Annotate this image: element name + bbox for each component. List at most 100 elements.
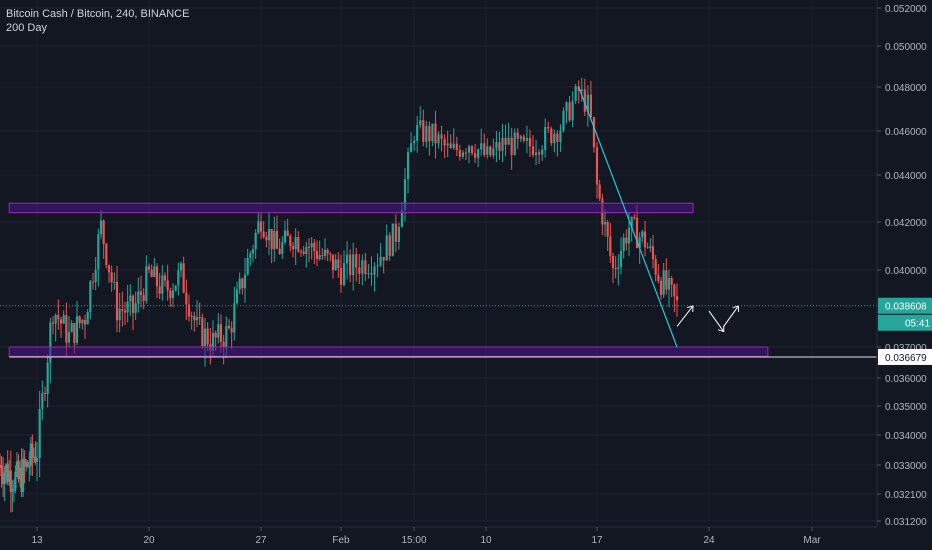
candle-body — [179, 263, 183, 271]
candle — [498, 131, 501, 160]
candle — [246, 248, 249, 276]
candle — [649, 238, 652, 252]
candle-body — [182, 263, 185, 293]
candle-body — [318, 255, 321, 260]
candle — [315, 240, 319, 267]
candle-body — [121, 308, 124, 311]
candle — [323, 238, 327, 260]
countdown-badge-bg — [878, 314, 932, 331]
candle — [198, 302, 201, 325]
candle-body — [225, 325, 228, 347]
candle-body — [227, 325, 231, 329]
candle-body — [246, 257, 249, 275]
candle — [201, 313, 204, 349]
candle-body — [70, 323, 73, 332]
candle-body — [113, 281, 116, 283]
candle-body — [345, 254, 349, 264]
candle-body — [257, 221, 260, 233]
candle — [586, 85, 589, 127]
candle-body — [651, 246, 655, 260]
candle — [115, 266, 119, 333]
candle — [574, 83, 577, 104]
candle — [158, 272, 161, 300]
candle — [553, 129, 556, 153]
candle-body — [91, 281, 95, 283]
candle-body — [193, 315, 196, 321]
candle-body — [553, 133, 556, 144]
candle — [163, 272, 167, 287]
candle — [83, 314, 87, 339]
candle-body — [455, 143, 458, 151]
candle — [126, 284, 129, 323]
price-tick-label: 0.052000 — [885, 4, 927, 15]
candle-body — [126, 301, 129, 313]
candle — [62, 310, 65, 325]
candle-body — [464, 152, 468, 154]
candle-body — [635, 218, 639, 248]
candle — [254, 229, 257, 259]
candle-body — [501, 137, 504, 151]
candle-body — [537, 152, 541, 155]
candle — [241, 277, 244, 295]
arrow-drawing — [708, 310, 725, 333]
candle — [86, 309, 89, 325]
candle-body — [142, 294, 145, 301]
candle-body — [107, 265, 111, 273]
candle-body — [446, 143, 449, 146]
candle-body — [431, 123, 434, 142]
indicator-title: 200 Day — [6, 22, 47, 34]
candle — [171, 283, 175, 308]
candle — [46, 354, 49, 408]
candle — [364, 252, 367, 281]
candle — [267, 213, 271, 255]
candle — [28, 451, 31, 482]
candle-body — [249, 253, 252, 258]
candle-body — [349, 254, 352, 276]
candle — [440, 125, 443, 152]
candle — [541, 145, 544, 162]
candle-body — [565, 102, 568, 111]
candle-body — [413, 140, 416, 144]
candle — [352, 242, 355, 291]
candle-body — [177, 270, 180, 286]
candle — [123, 301, 127, 326]
candle-body — [1, 476, 5, 484]
candle — [589, 80, 593, 121]
candle-body — [118, 308, 121, 321]
candle-body — [190, 315, 193, 317]
candle — [406, 147, 410, 194]
candle — [251, 245, 255, 263]
candle — [419, 106, 422, 129]
candle — [492, 138, 495, 159]
candle — [302, 245, 305, 256]
candle-body — [153, 266, 156, 277]
candle — [544, 118, 547, 158]
candle-body — [83, 319, 87, 325]
candle-body — [638, 237, 641, 248]
time-tick-label: 17 — [591, 535, 603, 546]
candle — [409, 132, 413, 153]
candle — [17, 454, 20, 483]
candle — [6, 450, 9, 486]
candle-body — [452, 143, 455, 149]
candle-body — [310, 243, 313, 248]
candle — [161, 264, 164, 301]
candle-body — [667, 278, 671, 290]
candle — [358, 254, 361, 285]
candle-body — [470, 146, 474, 154]
candle-body — [495, 142, 498, 149]
price-axis[interactable]: 0.052000 0.050000 0.048000 0.046000 0.044000… — [876, 0, 932, 550]
candle — [670, 275, 673, 298]
candle — [657, 264, 660, 284]
candle-body — [57, 315, 60, 320]
arrow-head — [717, 325, 725, 333]
time-axis[interactable]: 13 20 27 Feb 15:00 10 17 24 Mar — [0, 526, 932, 550]
candle — [537, 149, 541, 164]
candle — [289, 233, 292, 252]
candle-body — [241, 278, 244, 289]
candle — [413, 135, 416, 151]
time-tick-label: Feb — [332, 535, 350, 546]
candle-body — [243, 274, 247, 289]
candle — [313, 238, 316, 265]
